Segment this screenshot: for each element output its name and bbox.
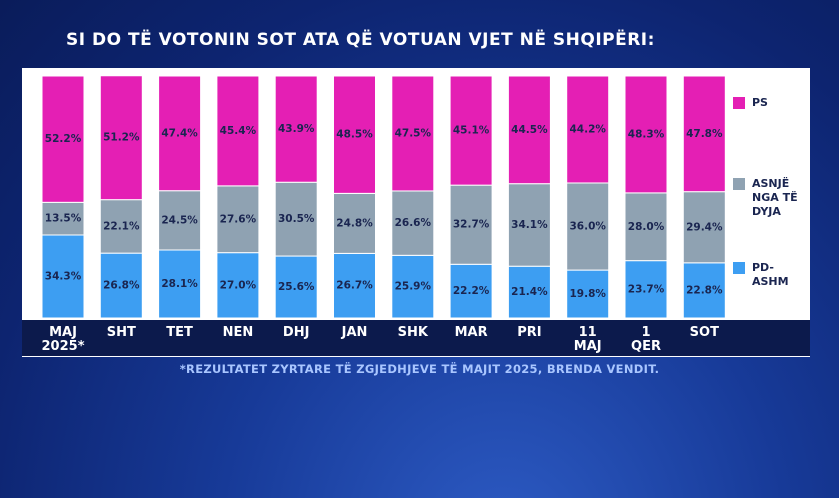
x-tick-label: PRI: [517, 325, 542, 340]
bar-segment: [41, 75, 85, 203]
value-label: 34.1%: [511, 219, 548, 231]
value-label: 48.3%: [628, 128, 665, 140]
bar-segment: [158, 190, 202, 251]
legend-label: PD-ASHM: [752, 261, 789, 288]
bar-segment: [507, 265, 551, 319]
value-label: 22.2%: [453, 285, 490, 297]
bar-segment: [99, 75, 143, 201]
bar-segment: [566, 182, 610, 271]
value-label: 30.5%: [278, 213, 315, 225]
bar-segment: [391, 75, 435, 192]
value-label: 52.2%: [45, 133, 82, 145]
bar-segment: [507, 75, 551, 185]
bar-segment: [274, 75, 318, 183]
category-strip: [22, 320, 810, 356]
value-label: 47.8%: [686, 128, 723, 140]
value-label: 36.0%: [569, 221, 606, 233]
value-label: 28.0%: [628, 221, 665, 233]
chart-title: SI DO TË VOTONIN SOT ATA QË VOTUAN VJET …: [66, 30, 655, 50]
value-label: 32.7%: [453, 219, 490, 231]
value-label: 26.8%: [103, 280, 140, 292]
value-label: 27.6%: [220, 213, 257, 225]
value-label: 26.7%: [336, 280, 373, 292]
bar-segment: [566, 269, 610, 319]
legend-label: PS: [752, 96, 768, 109]
bar-segment: [449, 75, 493, 186]
value-label: 47.5%: [395, 127, 432, 139]
value-label: 45.4%: [220, 125, 257, 137]
value-label: 29.4%: [686, 221, 723, 233]
bar-segment: [449, 263, 493, 319]
value-label: 25.6%: [278, 281, 315, 293]
x-tick-label: DHJ: [282, 325, 310, 340]
bar-segment: [41, 234, 85, 319]
value-label: 21.4%: [511, 286, 548, 298]
legend-swatch: [733, 97, 745, 109]
value-label: 26.6%: [395, 217, 432, 229]
value-label: 25.9%: [395, 281, 432, 293]
legend-swatch: [733, 178, 745, 190]
value-label: 43.9%: [278, 123, 315, 135]
value-label: 51.2%: [103, 132, 140, 144]
value-label: 28.1%: [161, 278, 198, 290]
x-tick-label: 1 QER: [631, 325, 661, 354]
bar-segment: [624, 260, 668, 319]
value-label: 13.5%: [45, 213, 82, 225]
bar-segment: [682, 262, 726, 319]
value-label: 45.1%: [453, 125, 490, 137]
value-label: 23.7%: [628, 283, 665, 295]
bar-segment: [449, 184, 493, 265]
bar-segment: [507, 183, 551, 267]
bar-segment: [333, 192, 376, 254]
value-label: 44.5%: [511, 124, 548, 136]
value-label: 24.8%: [336, 217, 373, 229]
bar-segment: [99, 252, 143, 319]
bar-segment: [41, 201, 85, 236]
value-label: 34.3%: [45, 270, 82, 282]
x-tick-label: SHT: [106, 325, 136, 340]
value-label: 22.1%: [103, 220, 140, 232]
bar-segment: [216, 252, 260, 319]
value-label: 22.8%: [686, 284, 723, 296]
x-tick-label: SHK: [397, 325, 428, 340]
bar-segment: [624, 75, 668, 194]
bar-segment: [333, 75, 376, 194]
bar-segment: [566, 75, 610, 184]
footnote: *REZULTATET ZYRTARE TË ZGJEDHJEVE TË MAJ…: [179, 362, 660, 376]
x-tick-label: TET: [166, 325, 193, 340]
legend-swatch: [733, 262, 745, 274]
bar-segment: [274, 181, 318, 257]
legend-label: ASNJË NGA TË DYJA: [752, 177, 798, 218]
x-tick-label: NEN: [222, 325, 254, 340]
value-label: 24.5%: [161, 214, 198, 226]
x-tick-label: JAN: [341, 325, 368, 340]
bar-segment: [333, 252, 376, 319]
bar-segment: [391, 254, 435, 319]
x-tick-label: MAJ 2025*: [41, 325, 85, 354]
value-label: 44.2%: [569, 123, 606, 135]
value-label: 48.5%: [336, 129, 373, 141]
x-tick-label: SOT: [689, 325, 719, 340]
bar-segment: [158, 75, 202, 192]
value-label: 19.8%: [569, 288, 606, 300]
bar-segment: [216, 75, 260, 187]
value-label: 27.0%: [220, 279, 257, 291]
value-label: 47.4%: [161, 127, 198, 139]
bar-segment: [391, 190, 435, 256]
bar-segment: [682, 75, 726, 193]
x-tick-label: 11 MAJ: [573, 325, 602, 354]
x-tick-label: MAR: [454, 325, 488, 340]
bar-segment: [682, 191, 726, 264]
